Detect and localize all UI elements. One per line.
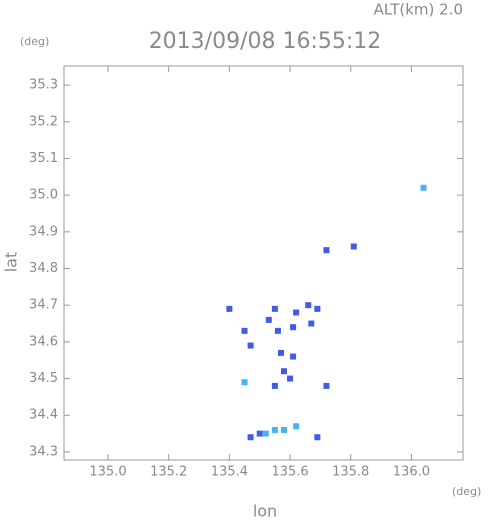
chart-title: 2013/09/08 16:55:12 [149,29,382,54]
x-tick-label: 135.6 [271,465,308,480]
echo-point [256,430,263,437]
y-tick-label: 34.7 [29,298,58,313]
echo-point [247,342,254,349]
echo-point [350,243,357,250]
echo-point [262,430,269,437]
echo-point [241,327,248,334]
echo-point [280,426,287,433]
y-tick-label: 34.9 [29,224,58,239]
echo-point [323,247,330,254]
y-axis-label: lat [2,252,21,273]
y-tick-label: 35.3 [29,78,58,93]
echo-point [293,309,300,316]
echo-point [308,320,315,327]
echo-point [314,305,321,312]
echo-point [265,316,272,323]
x-unit: (deg) [452,485,481,498]
y-tick-label: 35.0 [29,188,58,203]
echo-point [287,375,294,382]
echo-point [290,353,297,360]
echo-point [420,184,427,191]
echo-point [290,324,297,331]
altitude-label: ALT(km) 2.0 [374,1,463,19]
echo-point [277,349,284,356]
y-tick-label: 34.4 [29,408,58,423]
echo-point [241,379,248,386]
echo-point [323,382,330,389]
y-tick-label: 34.3 [29,444,58,459]
echo-point [226,305,233,312]
echo-point [280,368,287,375]
y-unit: (deg) [20,35,49,48]
echo-point [274,327,281,334]
echo-point [271,426,278,433]
x-tick-label: 136.0 [393,465,430,480]
echo-point [271,382,278,389]
echo-point [314,434,321,441]
y-tick-label: 34.6 [29,334,58,349]
y-tick-label: 34.5 [29,371,58,386]
plot-frame [63,65,464,461]
echo-point [305,302,312,309]
x-tick-label: 135.8 [332,465,369,480]
x-tick-label: 135.2 [150,465,187,480]
x-axis-label: lon [253,502,277,521]
echo-point [293,423,300,430]
x-tick-label: 135.4 [211,465,248,480]
echo-point [247,434,254,441]
x-tick-label: 135.0 [89,465,126,480]
echo-point [271,305,278,312]
y-tick-label: 35.2 [29,114,58,129]
y-tick-label: 35.1 [29,151,58,166]
y-tick-label: 34.8 [29,261,58,276]
